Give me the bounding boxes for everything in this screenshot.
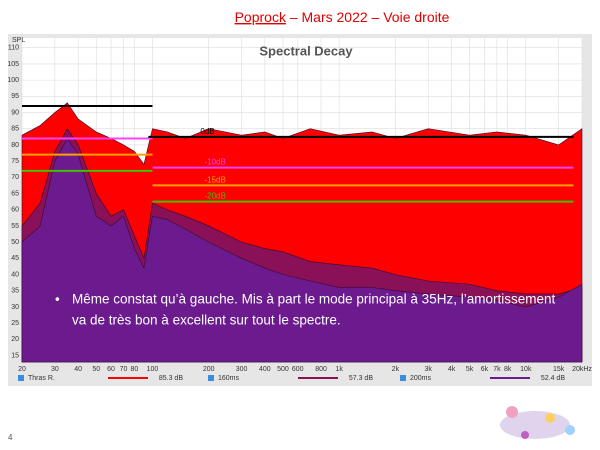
legend-checkbox [208,375,214,381]
title-part: Poprock [235,9,287,25]
y-axis-label: SPL [12,37,25,44]
x-tick-label: 7k [493,366,501,373]
legend: Thras R. 85.3 dB 160ms 57.3 dB 200ms 52.4 dB [18,375,565,382]
y-tick-label: 105 [7,61,19,68]
x-tick-label: 40 [74,366,82,373]
reference-label: 0dB [200,127,214,136]
reference-label: -10dB [204,158,225,167]
y-tick-label: 85 [11,126,19,133]
x-tick-label: 30 [51,366,59,373]
y-tick-label: 100 [7,77,19,84]
x-tick-label: 300 [236,366,248,373]
y-tick-label: 45 [11,255,19,262]
x-tick-label: 20 [18,366,26,373]
y-tick-label: 20 [11,336,19,343]
legend-level: 52.4 dB [541,375,565,382]
slide-title: Poprock – Mars 2022 – Voie droite [235,9,450,25]
x-tick-label: 500 [277,366,289,373]
y-tick-label: 65 [11,190,19,197]
y-tick-label: 75 [11,158,19,165]
y-tick-label: 15 [11,352,19,359]
x-tick-label: 400 [259,366,271,373]
y-tick-label: 80 [11,142,19,149]
x-tick-label: 5k [466,366,474,373]
y-tick-label: 30 [11,304,19,311]
y-tick-label: 70 [11,174,19,181]
x-tick-label: 70 [120,366,128,373]
bullet-text: Même constat qu’à gauche. Mis à part le … [72,292,555,307]
y-tick-label: 95 [11,93,19,100]
bullet-text: va de très bon à excellent sur tout le s… [72,313,341,328]
legend-label: 200ms [410,375,432,382]
x-tick-label: 80 [130,366,138,373]
x-tick-label: 6k [481,366,489,373]
area [21,137,583,363]
x-tick-label: 600 [292,366,304,373]
reference-label: -15dB [204,176,225,185]
page-number: 4 [8,433,13,442]
bullet-symbol: • [55,292,60,307]
x-tick-label: 800 [315,366,327,373]
legend-level: 57.3 dB [349,375,373,382]
x-tick-label: 1k [335,366,343,373]
x-tick-label: 3k [425,366,433,373]
y-tick-label: 55 [11,223,19,230]
y-tick-label: 60 [11,207,19,214]
y-tick-label: 35 [11,288,19,295]
y-tick-label: 90 [11,109,19,116]
plot: 15 20 25 30 35 40 45 50 55 60 65 70 75 80 85 90 95 100 105… [7,38,592,373]
x-tick-label: 50 [92,366,100,373]
x-tick-label: 10k [520,366,532,373]
x-tick-label: 200 [203,366,215,373]
y-tick-label: 110 [8,45,19,52]
legend-label: 160ms [218,375,240,382]
x-tick-label: 20kHz [572,366,592,373]
x-tick-label: 15k [553,366,565,373]
legend-checkbox [18,375,24,381]
chart-title: Spectral Decay [259,43,353,58]
y-tick-label: 50 [11,239,19,246]
x-tick-label: 2k [392,366,400,373]
y-tick-label: 40 [11,271,19,278]
legend-label: Thras R. [28,375,55,382]
reference-label: -20dB [204,192,225,201]
title-part: – Mars 2022 – Voie droite [286,9,450,25]
x-tick-label: 8k [504,366,512,373]
x-tick-label: 100 [147,366,159,373]
legend-checkbox [400,375,406,381]
legend-level: 85.3 dB [159,375,183,382]
x-tick-label: 60 [107,366,115,373]
x-tick-label: 4k [448,366,456,373]
logo [500,406,575,439]
y-tick-label: 25 [11,320,19,327]
